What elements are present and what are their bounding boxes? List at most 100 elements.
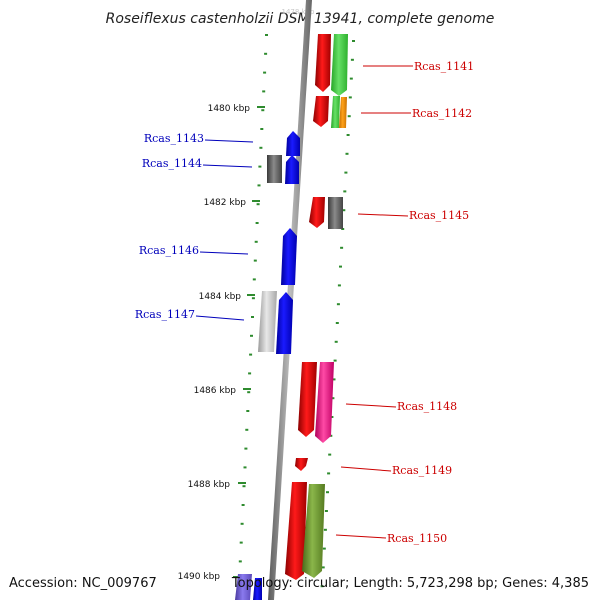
left-tick-14: [251, 297, 255, 300]
gene-green-block-a: [331, 34, 348, 96]
left-tick-26: [240, 522, 244, 525]
right-tick-17: [333, 359, 337, 362]
gene-label-rcas-1147[interactable]: Rcas_1147: [135, 308, 195, 321]
left-tick-8: [257, 184, 261, 187]
gene-label-rcas-1144[interactable]: Rcas_1144: [142, 157, 202, 170]
right-tick-row: [320, 40, 355, 588]
left-tick-16: [250, 334, 253, 337]
gene-rcas-1148-block: [298, 362, 317, 437]
gene-label-rcas-1149[interactable]: Rcas_1149: [392, 464, 452, 477]
faint-kbp-label: 1478 kbp: [282, 8, 316, 16]
forward-gene-labels: Rcas_1141 Rcas_1142 Rcas_1145 Rcas_1148 …: [335, 60, 474, 545]
gene-label-rcas-1143[interactable]: Rcas_1143: [144, 132, 204, 145]
kbp-axis: 1480 kbp 1482 kbp 1484 kbp 1486 kbp 1488…: [178, 104, 265, 582]
gene-rcas-1147-block: [276, 292, 293, 354]
gene-label-rcas-1145[interactable]: Rcas_1145: [409, 209, 469, 222]
right-tick-22: [328, 453, 332, 456]
gene-purple-block: [235, 574, 252, 600]
left-tick-12: [253, 259, 257, 262]
kbp-label-1482: 1482 kbp: [204, 198, 247, 208]
right-tick-3: [348, 96, 352, 99]
left-tick-0: [265, 34, 268, 36]
right-tick-9: [342, 209, 346, 212]
accession-text: Accession: NC_009767: [9, 576, 157, 591]
forward-genes: [285, 34, 348, 580]
left-tick-7: [258, 165, 262, 168]
gene-green-block-b: [331, 96, 340, 128]
gene-label-rcas-1148[interactable]: Rcas_1148: [397, 400, 457, 413]
gene-label-rcas-1146[interactable]: Rcas_1146: [139, 244, 199, 257]
right-tick-2: [349, 77, 353, 80]
leader-rcas-1144: [202, 164, 253, 168]
right-tick-23: [327, 472, 331, 475]
leader-rcas-1143: [204, 139, 254, 143]
gene-rcas-1141-block: [315, 34, 331, 92]
gene-pink-block: [315, 362, 334, 443]
left-tick-28: [238, 560, 242, 563]
left-tick-23: [243, 466, 247, 469]
right-tick-16: [334, 340, 338, 343]
gene-rcas-1146-block: [281, 228, 297, 285]
kbp-label-1484: 1484 kbp: [199, 292, 242, 302]
leader-rcas-1149: [340, 466, 392, 472]
gene-rcas-1149-block: [295, 458, 308, 471]
right-tick-29: [320, 585, 324, 588]
gene-olive-block: [302, 484, 325, 578]
gene-rcas-1142-block: [313, 96, 329, 127]
left-tick-3: [262, 90, 266, 93]
left-tick-10: [255, 222, 259, 224]
gene-lightgray-block: [258, 291, 277, 352]
left-tick-4: [261, 109, 265, 112]
right-tick-7: [344, 171, 348, 174]
leader-rcas-1146: [199, 251, 249, 255]
left-tick-21: [245, 428, 249, 431]
gene-label-rcas-1150[interactable]: Rcas_1150: [387, 532, 447, 545]
leader-rcas-1148: [345, 403, 397, 408]
right-tick-25: [324, 510, 328, 512]
kbp-tick-1480: [257, 106, 265, 108]
kbp-label-1488: 1488 kbp: [188, 480, 231, 490]
gene-gray-block-b: [267, 155, 282, 183]
right-tick-1: [350, 58, 354, 61]
genome-title: Roseiflexus castenholzii DSM 13941, comp…: [106, 11, 495, 27]
left-tick-1: [264, 52, 268, 55]
right-tick-8: [343, 190, 347, 193]
leader-rcas-1150: [335, 534, 387, 539]
gene-label-rcas-1141[interactable]: Rcas_1141: [414, 60, 474, 73]
kbp-label-1486: 1486 kbp: [194, 386, 237, 396]
left-tick-5: [260, 128, 264, 130]
left-tick-11: [254, 240, 258, 243]
right-tick-27: [322, 547, 326, 550]
right-tick-18: [332, 378, 336, 381]
reverse-gene-labels: Rcas_1143 Rcas_1144 Rcas_1146 Rcas_1147: [135, 132, 254, 321]
right-tick-0: [352, 40, 355, 42]
gene-blue-block-bottom: [253, 578, 262, 600]
gene-orange-block: [339, 97, 347, 128]
left-tick-18: [248, 372, 252, 375]
right-tick-15: [335, 322, 339, 324]
gene-rcas-1150-block: [285, 482, 307, 580]
right-tick-4: [347, 115, 351, 118]
left-tick-27: [239, 541, 243, 544]
right-tick-13: [337, 284, 341, 287]
left-tick-17: [249, 353, 253, 356]
right-tick-14: [336, 303, 340, 306]
left-tick-25: [241, 504, 245, 506]
topology-text: Topology: circular; Length: 5,723,298 bp…: [231, 576, 589, 591]
kbp-tick-1490: [233, 576, 241, 578]
right-tick-5: [346, 134, 350, 136]
right-tick-24: [326, 491, 329, 494]
left-tick-24: [242, 485, 246, 488]
leader-rcas-1147: [195, 315, 245, 321]
left-tick-15: [251, 316, 254, 318]
left-tick-20: [246, 410, 250, 412]
right-tick-11: [340, 246, 344, 249]
gene-gray-block-a: [328, 197, 343, 229]
right-tick-20: [330, 416, 334, 418]
kbp-label-1480: 1480 kbp: [208, 104, 251, 114]
kbp-tick-1486: [243, 388, 251, 390]
left-tick-19: [247, 391, 251, 394]
leader-rcas-1145: [357, 213, 409, 217]
gene-label-rcas-1142[interactable]: Rcas_1142: [412, 107, 472, 120]
